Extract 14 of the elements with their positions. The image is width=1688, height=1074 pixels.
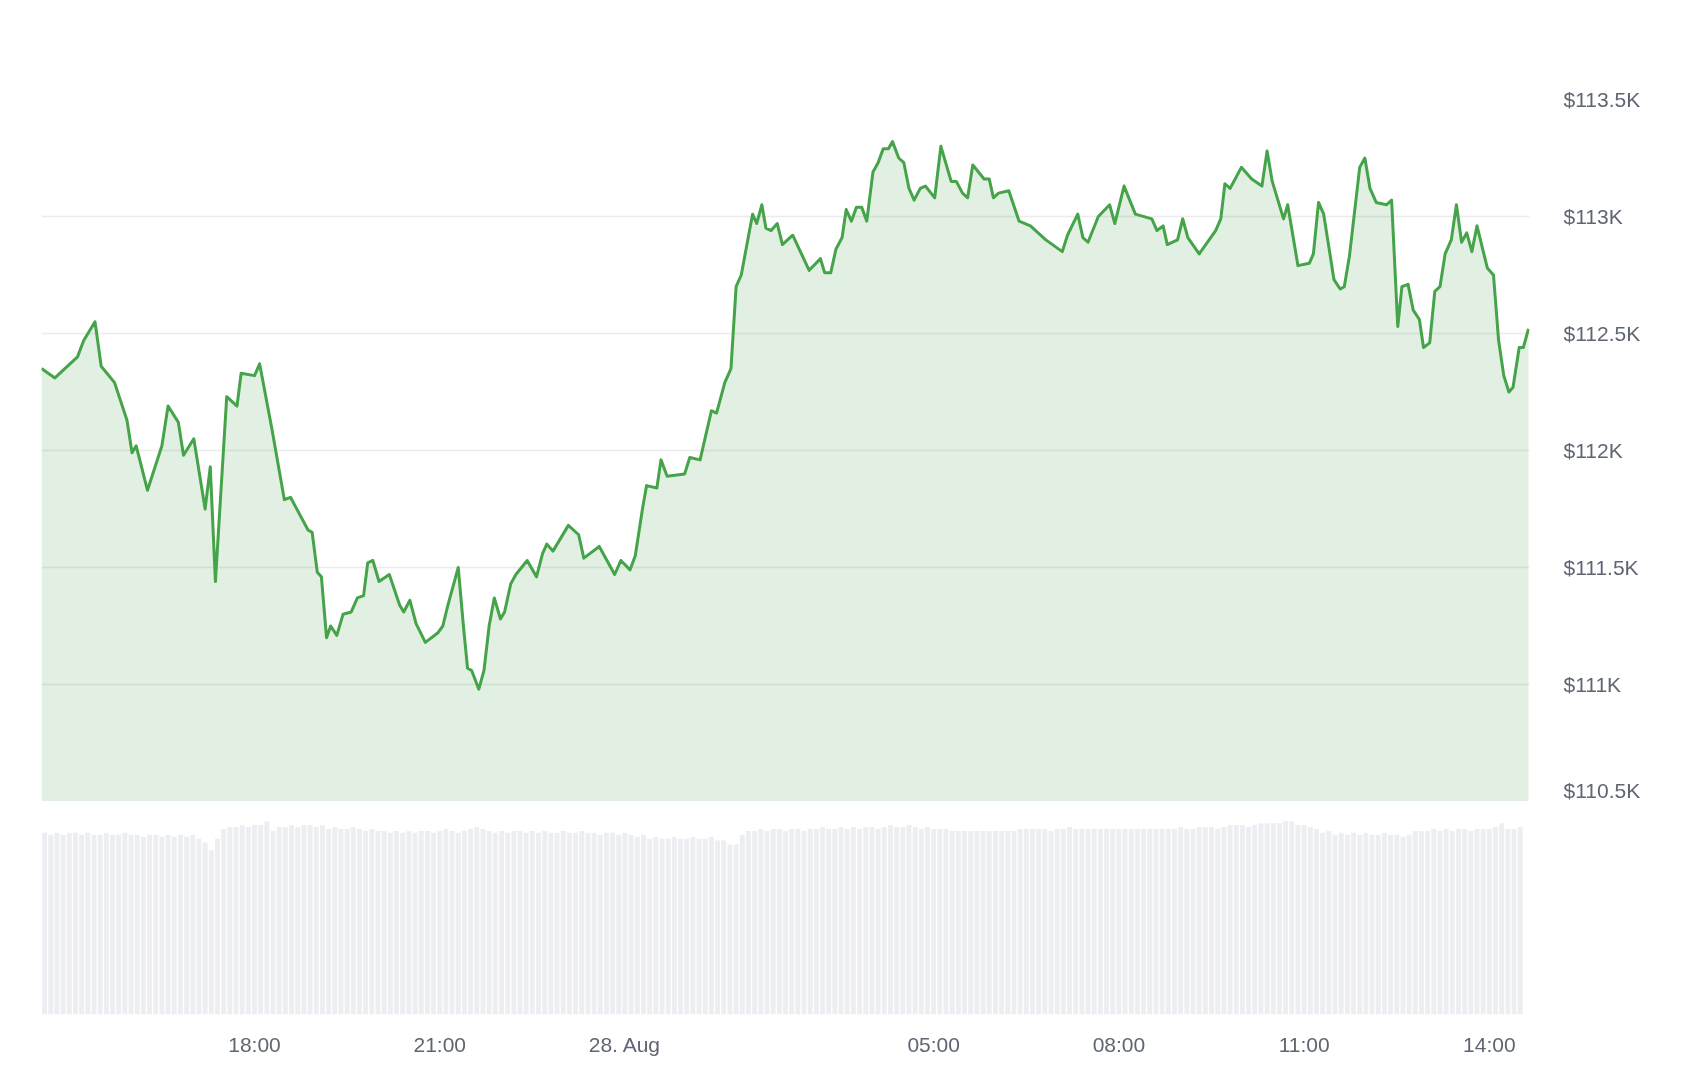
y-tick-label: $113.5K xyxy=(1563,88,1641,111)
y-tick-label: $112K xyxy=(1563,439,1623,462)
x-tick-label: 05:00 xyxy=(907,1032,960,1056)
y-tick-label: $111.5K xyxy=(1563,556,1639,579)
x-tick-label: 18:00 xyxy=(228,1032,281,1056)
x-tick-label: 11:00 xyxy=(1278,1032,1330,1056)
y-tick-label: $112.5K xyxy=(1563,322,1641,345)
x-tick-label: 14:00 xyxy=(1463,1032,1516,1056)
y-tick-label: $113K xyxy=(1563,205,1623,228)
x-tick-label: 28. Aug xyxy=(588,1032,661,1056)
y-tick-label: $111K xyxy=(1563,673,1622,696)
x-tick-label: 21:00 xyxy=(413,1032,467,1056)
x-tick-label: 08:00 xyxy=(1092,1032,1146,1056)
y-tick-label: $110.5K xyxy=(1563,778,1641,802)
